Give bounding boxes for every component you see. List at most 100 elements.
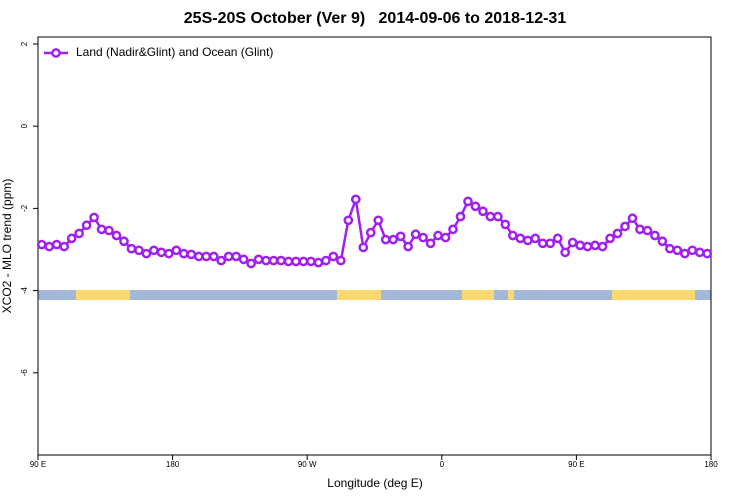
- data-point: [403, 241, 413, 252]
- data-point: [134, 245, 144, 256]
- data-point: [208, 251, 219, 262]
- land-band: [612, 290, 695, 300]
- data-point: [635, 224, 645, 235]
- data-point: [298, 256, 309, 267]
- x-tick-label: 180: [704, 460, 718, 469]
- data-point: [575, 240, 585, 251]
- data-point: [470, 201, 481, 212]
- data-point: [485, 211, 496, 222]
- data-point: [560, 247, 571, 258]
- y-tick-label: -4: [20, 286, 29, 294]
- data-point: [238, 254, 249, 265]
- data-point: [156, 247, 167, 258]
- land-ocean-strip: [38, 290, 711, 300]
- data-point: [545, 238, 556, 249]
- data-point: [81, 220, 92, 231]
- data-point: [119, 236, 129, 247]
- land-band: [76, 290, 130, 300]
- data-point: [410, 229, 421, 240]
- data-point: [51, 239, 62, 250]
- data-point: [313, 257, 324, 268]
- x-tick-label: 180: [166, 460, 180, 469]
- chart-title: 25S-20S October (Ver 9) 2014-09-06 to 20…: [184, 10, 567, 27]
- data-point: [530, 233, 541, 244]
- data-point: [261, 255, 271, 266]
- data-point: [193, 251, 204, 262]
- land-band: [508, 290, 514, 300]
- y-tick-label: 0: [20, 123, 29, 128]
- data-point: [164, 248, 174, 259]
- data-point: [702, 248, 713, 259]
- data-point: [44, 241, 55, 252]
- data-point: [104, 225, 114, 236]
- data-point: [448, 224, 458, 235]
- data-point: [395, 231, 406, 242]
- data-point: [96, 224, 107, 235]
- data-point: [201, 251, 212, 262]
- data-point: [111, 230, 122, 241]
- data-point: [418, 232, 428, 243]
- data-point: [620, 221, 630, 232]
- data-point: [253, 254, 264, 265]
- data-point: [493, 211, 503, 222]
- x-axis-label: Longitude (deg E): [327, 476, 422, 490]
- data-point: [522, 235, 533, 246]
- data-point: [291, 256, 301, 267]
- data-point: [171, 245, 182, 256]
- data-point: [433, 230, 443, 241]
- data-point: [246, 258, 256, 269]
- x-tick-label: 90 W: [298, 460, 317, 469]
- data-point: [321, 255, 331, 266]
- data-point: [627, 213, 638, 224]
- data-point: [650, 230, 660, 241]
- data-point: [552, 233, 563, 244]
- x-tick-label: 0: [440, 460, 445, 469]
- data-point: [679, 248, 690, 259]
- data-point: [694, 247, 705, 258]
- data-point: [463, 196, 473, 207]
- data-point: [605, 233, 615, 244]
- data-point: [642, 225, 653, 236]
- data-point: [126, 243, 137, 254]
- y-tick-label: 2: [20, 41, 29, 46]
- data-point: [268, 255, 279, 266]
- data-point: [455, 211, 466, 222]
- data-point: [597, 241, 608, 252]
- data-point: [590, 240, 600, 251]
- data-point: [373, 215, 384, 226]
- data-point: [582, 241, 593, 252]
- x-tick-label: 90 E: [568, 460, 584, 469]
- data-point: [507, 230, 518, 241]
- y-tick-label: -2: [20, 204, 29, 212]
- data-point: [141, 248, 152, 259]
- data-point: [306, 256, 316, 267]
- data-point: [440, 232, 451, 243]
- data-point: [343, 215, 354, 226]
- data-point: [665, 243, 675, 254]
- data-point: [537, 238, 548, 249]
- data-point: [231, 251, 242, 262]
- data-point: [283, 256, 294, 267]
- data-point: [186, 249, 197, 260]
- data-point: [380, 234, 391, 245]
- data-point: [388, 234, 399, 245]
- data-point: [687, 245, 698, 256]
- data-point: [567, 237, 578, 248]
- data-point: [328, 251, 339, 262]
- data-point: [89, 212, 99, 223]
- data-point: [612, 228, 623, 239]
- data-point: [657, 236, 668, 247]
- data-point: [358, 242, 369, 253]
- land-band: [462, 290, 494, 300]
- data-point: [336, 255, 346, 266]
- data-point: [74, 228, 84, 239]
- y-tick-label: -6: [20, 369, 29, 377]
- data-point: [59, 241, 70, 252]
- data-point: [500, 219, 511, 230]
- y-axis-label: XCO2 - MLO trend (ppm): [0, 179, 14, 314]
- x-tick-label: 90 E: [30, 460, 46, 469]
- legend-label: Land (Nadir&Glint) and Ocean (Glint): [76, 45, 273, 59]
- data-point: [672, 245, 683, 256]
- land-band: [337, 290, 381, 300]
